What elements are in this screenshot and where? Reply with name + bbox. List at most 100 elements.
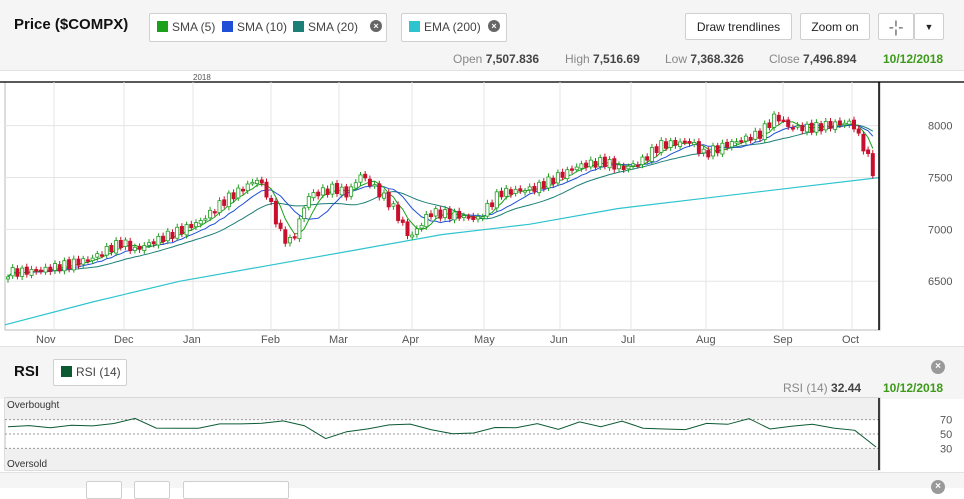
candle-body <box>795 125 800 128</box>
candle-body <box>635 164 640 167</box>
candle-body <box>673 140 678 146</box>
candle-body <box>259 179 264 184</box>
candle-body <box>330 183 335 195</box>
candle-body <box>471 216 476 220</box>
candle-body <box>758 130 763 139</box>
candle-body <box>748 136 753 141</box>
indicator-group-ema: EMA (200) × <box>401 13 507 42</box>
candle-body <box>123 239 128 247</box>
crosshair-button[interactable]: -¦- <box>878 13 914 40</box>
indicator-sma-5[interactable]: SMA (5) <box>157 20 215 34</box>
candle-body <box>682 140 687 143</box>
rsi-readout-value: 32.44 <box>831 381 862 395</box>
rsi-indicator-chip[interactable]: RSI (14) <box>53 359 127 386</box>
candle-body <box>62 260 67 272</box>
indicator-sma-10[interactable]: SMA (10) <box>222 20 287 34</box>
candle-body <box>743 135 748 142</box>
candle-body <box>57 264 62 272</box>
candle-body <box>447 208 452 220</box>
draw-trendlines-button[interactable]: Draw trendlines <box>685 13 792 40</box>
candle-body <box>386 192 391 208</box>
candle-body <box>53 263 58 271</box>
candle-body <box>837 120 842 126</box>
rsi-chip-content: RSI (14) <box>61 365 121 379</box>
candle-body <box>43 266 48 273</box>
candle-body <box>457 210 462 219</box>
crosshair-icon: -¦- <box>888 19 904 36</box>
candle-body <box>264 181 269 198</box>
candle-body <box>273 200 278 225</box>
candle-body <box>95 253 100 258</box>
candle-body <box>645 156 650 161</box>
candle-body <box>193 222 198 228</box>
candle-body <box>475 215 480 220</box>
candle-body <box>541 181 546 189</box>
indicator-sma-20[interactable]: SMA (20) <box>293 20 358 34</box>
candle-body <box>104 246 109 256</box>
candle-body <box>20 267 25 277</box>
candle-body <box>381 192 386 199</box>
candle-body <box>269 197 274 203</box>
zoom-on-button[interactable]: Zoom on <box>800 13 870 40</box>
candle-body <box>255 179 260 184</box>
candle-body <box>283 229 288 244</box>
candle-body <box>551 177 556 185</box>
close-icon[interactable]: × <box>931 360 945 374</box>
open-value: 7,507.836 <box>485 52 540 66</box>
candle-body <box>428 213 433 218</box>
oversold-label: Oversold <box>7 459 47 470</box>
candle-body <box>612 158 617 170</box>
rsi-level-label: 70 <box>940 415 952 427</box>
chart-title: Price ($COMPX) <box>14 16 129 33</box>
candle-body <box>10 267 15 277</box>
high-label: High <box>565 52 590 66</box>
candle-body <box>842 122 847 126</box>
oversold-zone <box>5 448 880 470</box>
candle-body <box>570 168 575 171</box>
candle-body <box>555 172 560 184</box>
candle-body <box>588 159 593 168</box>
candle-body <box>607 159 612 169</box>
candle-body <box>311 192 316 199</box>
y-tick-label: 7000 <box>928 224 952 236</box>
candle-body <box>640 156 645 166</box>
close-icon[interactable]: × <box>370 20 382 32</box>
candle-body <box>217 200 222 213</box>
candle-body <box>424 213 429 228</box>
rsi-level-label: 30 <box>940 443 952 455</box>
sma20-swatch <box>293 21 304 32</box>
chevron-down-icon: ▼ <box>924 22 934 32</box>
candle-body <box>156 236 161 246</box>
rsi-header: RSI RSI (14) × RSI (14) 32.44 10/12/2018 <box>0 346 964 399</box>
x-tick-label: Dec <box>114 334 134 346</box>
candle-body <box>579 163 584 169</box>
candle-body <box>170 231 175 239</box>
candle-body <box>767 122 772 128</box>
dropdown-button[interactable]: ▼ <box>914 13 944 40</box>
ohlc-high: High 7,516.69 <box>565 52 640 66</box>
indicator-ema-200[interactable]: EMA (200) <box>409 20 481 34</box>
candle-body <box>203 218 208 221</box>
candle-body <box>344 186 349 198</box>
candle-body <box>358 174 363 183</box>
candle-body <box>306 196 311 208</box>
candle-body <box>537 181 542 194</box>
candle-body <box>128 240 133 252</box>
candle-body <box>602 156 607 167</box>
candle-body <box>504 187 509 197</box>
candle-body <box>419 225 424 229</box>
candle-body <box>706 149 711 158</box>
candle-body <box>513 188 518 194</box>
rsi-date: 10/12/2018 <box>883 381 944 395</box>
x-tick-label: Mar <box>329 334 348 346</box>
candle-body <box>353 182 358 189</box>
close-icon[interactable]: × <box>488 20 500 32</box>
rsi-chip-label: RSI (14) <box>76 365 121 379</box>
candle-body <box>240 188 245 192</box>
x-tick-label: Nov <box>36 334 56 346</box>
candle-body <box>316 191 321 197</box>
candle-body <box>100 254 105 257</box>
candle-body <box>250 181 255 185</box>
candle-body <box>208 209 213 219</box>
candle-body <box>485 202 490 217</box>
